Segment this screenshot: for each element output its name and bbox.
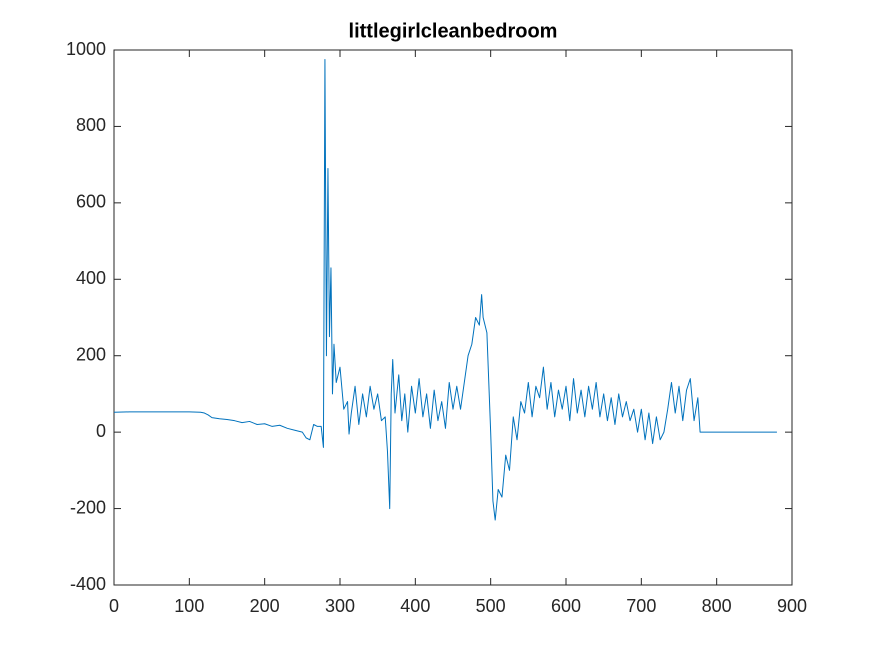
y-tick-label: 400: [76, 268, 106, 288]
x-tick-label: 100: [174, 596, 204, 616]
x-tick-label: 0: [109, 596, 119, 616]
y-tick-label: 0: [96, 421, 106, 441]
y-tick-label: 800: [76, 115, 106, 135]
x-tick-label: 700: [626, 596, 656, 616]
x-tick-label: 500: [476, 596, 506, 616]
x-tick-label: 600: [551, 596, 581, 616]
y-tick-label: -200: [70, 497, 106, 517]
x-tick-label: 900: [777, 596, 807, 616]
x-tick-label: 200: [250, 596, 280, 616]
chart-title: littlegirlcleanbedroom: [349, 20, 558, 42]
y-tick-label: 1000: [66, 39, 106, 59]
y-tick-label: 200: [76, 344, 106, 364]
y-tick-label: 600: [76, 192, 106, 212]
x-tick-label: 800: [702, 596, 732, 616]
data-line: [113, 59, 777, 521]
x-tick-label: 300: [325, 596, 355, 616]
y-tick-label: -400: [70, 574, 106, 594]
plot-frame: [113, 49, 793, 586]
x-tick-label: 400: [400, 596, 430, 616]
